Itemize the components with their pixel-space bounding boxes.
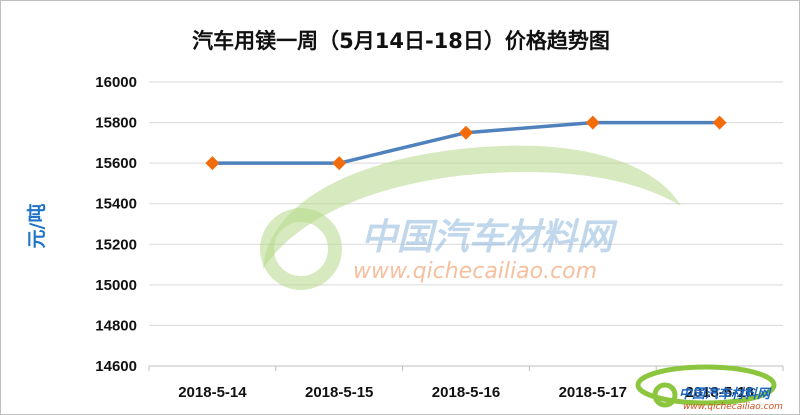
x-tick-label: 2018-5-15 [305,384,373,401]
y-tick-label: 15000 [95,277,137,294]
grid-lines [149,81,783,326]
logo-text-cn: 中国汽车材料网 [679,386,772,402]
y-axis-label: 元/吨 [25,204,48,249]
axes: 16000 15800 15600 15400 15200 15000 14800 14600… [95,74,784,401]
watermark-ring [260,208,342,290]
watermark-text-url: www.qichecailiao.com [353,259,597,284]
chart-title: 汽车用镁一周（5月14日-18日）价格趋势图 [192,29,610,53]
logo-ring [652,382,678,408]
logo-text-url: www.qichecailiao.com [683,402,783,412]
x-tick-label: 2018-5-14 [178,384,247,401]
logo-swoosh [635,364,777,406]
data-point-marker [585,115,600,130]
x-tick-label: 2018-5-18 [685,384,753,401]
x-tick-label: 2018-5-16 [432,384,500,401]
data-point-marker [332,156,347,171]
x-tick-label: 2018-5-17 [559,384,627,401]
site-logo: 中国汽车材料网 www.qichecailiao.com [635,364,783,412]
y-tick-label: 15400 [95,196,137,213]
y-tick-label: 15200 [95,236,137,253]
data-point-marker [712,115,727,130]
watermark-text-cn: 中国汽车材料网 [361,217,618,258]
y-tick-label: 15600 [95,155,137,172]
y-tick-label: 16000 [95,74,137,91]
series-markers [205,115,727,171]
data-point-marker [459,125,473,140]
y-tick-label: 14600 [95,358,137,375]
watermark-swoosh [263,145,681,269]
y-tick-label: 15800 [95,115,137,132]
y-tick-label: 14800 [95,317,137,334]
data-point-marker [205,156,220,171]
watermark: 中国汽车材料网 www.qichecailiao.com [260,145,681,290]
